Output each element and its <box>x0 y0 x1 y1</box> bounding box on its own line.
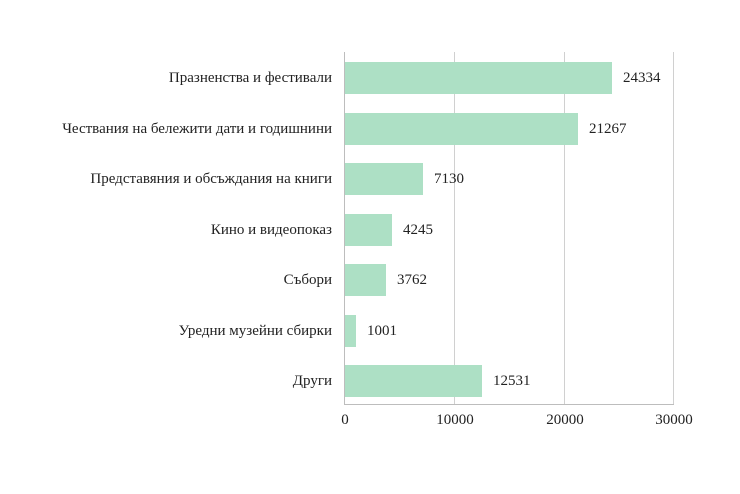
bar <box>345 314 356 347</box>
data-value-label: 1001 <box>367 322 397 339</box>
plot-area <box>344 52 674 405</box>
x-axis-line <box>344 404 674 405</box>
bar <box>345 264 386 296</box>
category-label: Представяния и обсъждания на книги <box>90 171 332 187</box>
x-tick-label: 30000 <box>655 412 693 428</box>
gridline-10000 <box>454 52 455 405</box>
gridline-30000 <box>673 52 674 405</box>
bar <box>345 213 392 246</box>
bar <box>345 62 612 94</box>
category-label: Празненства и фестивали <box>168 70 332 86</box>
data-value-label: 12531 <box>493 373 531 389</box>
category-label: Уредни музейни сбирки <box>178 322 332 339</box>
data-value-label: 21267 <box>589 120 627 137</box>
bar <box>345 112 578 145</box>
bar <box>345 163 423 195</box>
data-value-label: 3762 <box>397 272 427 288</box>
x-tick-label: 0 <box>341 412 349 428</box>
category-label: Кино и видеопоказ <box>210 221 332 238</box>
category-label: Събори <box>283 272 332 288</box>
y-axis-line <box>344 52 345 405</box>
data-value-label: 7130 <box>434 171 464 187</box>
data-value-label: 24334 <box>623 70 661 86</box>
bar <box>345 365 482 397</box>
category-label: Чествания на бележити дати и годишнини <box>62 120 332 137</box>
x-tick-label: 20000 <box>546 412 584 428</box>
x-tick-label: 10000 <box>436 412 474 428</box>
data-value-label: 4245 <box>403 221 433 238</box>
gridline-20000 <box>564 52 565 405</box>
category-label: Други <box>292 373 332 389</box>
